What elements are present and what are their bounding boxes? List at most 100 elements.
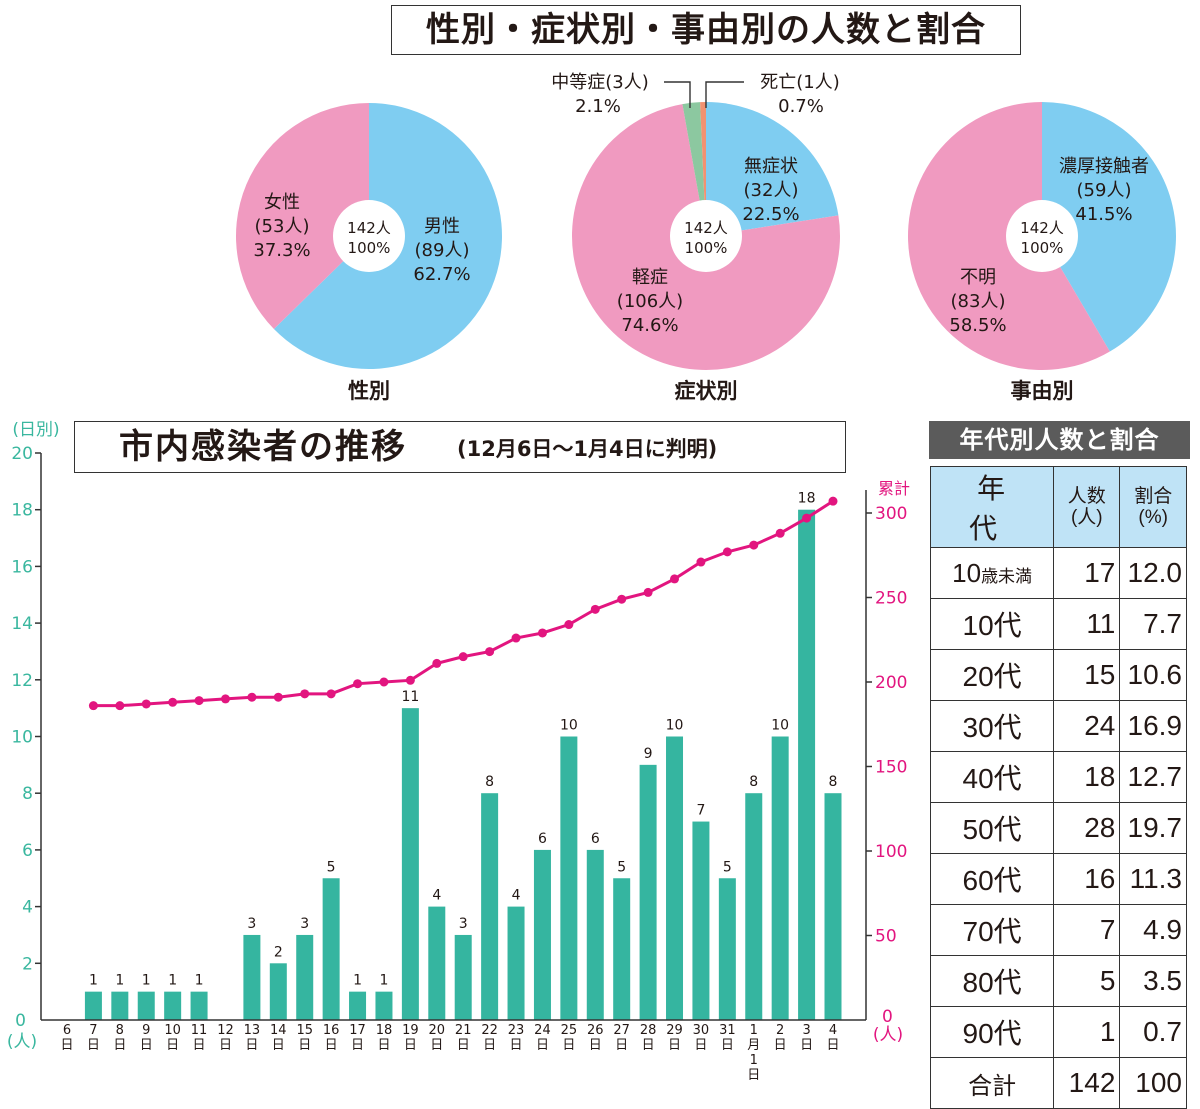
bar-value-label: 4 [432,888,441,904]
count-cell: 15 [1053,649,1121,701]
svg-text:2: 2 [776,1023,784,1038]
cumulative-line [88,496,838,711]
count-cell: 16 [1053,853,1121,905]
x-tick-label: 7日 [87,1023,100,1053]
pie-center-hole [1006,200,1078,272]
age-cell: 30代 [929,700,1055,752]
age-table-row: 60代 16 11.3 [929,853,1187,905]
daily-bar [84,991,102,1020]
svg-text:日: 日 [166,1038,179,1053]
count-cell: 18 [1053,751,1121,803]
pie-center-label: 100% [685,239,728,257]
svg-text:日: 日 [404,1038,417,1053]
x-tick-label: 29日 [666,1023,683,1053]
age-table-row: 30代 24 16.9 [929,700,1187,752]
bar-value-label: 3 [459,916,468,932]
age-table-row: 50代 28 19.7 [929,802,1187,854]
svg-text:日: 日 [60,1038,73,1053]
header-pct-label: 割合 [1134,486,1173,507]
pct-cell: 12.0 [1119,547,1187,599]
svg-text:11: 11 [191,1023,208,1038]
svg-text:18: 18 [376,1023,393,1038]
svg-text:19: 19 [402,1023,419,1038]
pie-slice-label: 74.6% [621,315,678,336]
x-tick-label: 15日 [296,1023,313,1053]
left-tick-label: 4 [22,898,33,918]
pie-slice [706,102,839,236]
x-tick-label: 10日 [164,1023,181,1053]
cumulative-point [511,633,521,643]
age-cell: 70代 [929,904,1055,956]
bar-value-label: 6 [538,831,547,847]
callout-moderate-pct: 2.1% [575,96,621,117]
svg-text:日: 日 [457,1038,470,1053]
age-cell: 40代 [929,751,1055,803]
daily-bar [111,991,129,1020]
x-tick-label: 16日 [323,1023,340,1053]
svg-text:1: 1 [750,1023,758,1038]
age-table: 年 代 人数 (人) 割合 (%) 10歳未満 17 12.0 10代 11 7.7 20代 15… [929,466,1187,1109]
x-tick-label: 12日 [217,1023,234,1053]
age-cell: 合計 [929,1057,1055,1109]
callout-death-label: 死亡(1人) [760,72,840,93]
bar-value-label: 1 [380,973,389,989]
daily-bar [613,878,631,1020]
pct-cell: 12.7 [1119,751,1187,803]
daily-bar [401,708,419,1020]
cumulative-point [696,557,706,567]
pie-center-label: 142人 [347,219,391,237]
x-tick-label: 30日 [693,1023,710,1053]
pie-slice-label: 不明 [960,267,996,288]
svg-text:日: 日 [800,1038,813,1053]
daily-bars [84,509,842,1020]
pct-cell: 10.6 [1119,649,1187,701]
age-table-total-row: 合計 142 100 [929,1057,1187,1109]
bar-value-label: 2 [274,944,283,960]
svg-text:日: 日 [774,1038,787,1053]
daily-bar [349,991,367,1020]
left-axis-unit: (人) [7,1032,37,1052]
daily-bar [533,849,551,1020]
svg-text:13: 13 [244,1023,261,1038]
bar-value-label: 10 [666,718,684,734]
x-tick-label: 2日 [774,1023,787,1053]
right-tick-label: 0 [882,1007,893,1027]
right-tick-label: 200 [875,673,907,693]
pie-slice [1042,102,1177,352]
pie-center-hole [333,200,405,272]
svg-text:10: 10 [164,1023,181,1038]
daily-bar [375,991,393,1020]
svg-text:日: 日 [721,1038,734,1053]
svg-text:日: 日 [219,1038,232,1053]
svg-text:日: 日 [140,1038,153,1053]
pct-cell: 0.7 [1119,1006,1187,1058]
svg-text:6: 6 [63,1023,71,1038]
cumulative-point [273,692,283,702]
left-tick-label: 16 [11,557,33,577]
pie-slice-label: 無症状 [744,156,798,177]
age-table-row: 90代 1 0.7 [929,1006,1187,1058]
svg-text:日: 日 [536,1038,549,1053]
pie-slice-label: (32人) [744,180,799,201]
daily-bar [560,736,578,1020]
header-count-unit: (人) [1070,507,1103,528]
pie-slice-label: 男性 [424,216,460,237]
left-tick-label: 8 [22,784,33,804]
pct-cell: 11.3 [1119,853,1187,905]
header-count: 人数 (人) [1053,466,1121,548]
daily-bar [507,906,525,1020]
age-table-row: 80代 5 3.5 [929,955,1187,1007]
header-pct: 割合 (%) [1119,466,1187,548]
bar-value-label: 1 [353,973,362,989]
cumulative-point [643,587,653,597]
age-cell: 20代 [929,649,1055,701]
age-cell: 80代 [929,955,1055,1007]
svg-text:日: 日 [694,1038,707,1053]
pie-center-hole [670,200,742,272]
svg-text:9: 9 [142,1023,150,1038]
age-cell: 90代 [929,1006,1055,1058]
chart-title-box: 市内感染者の推移 (12月6日～1月4日に判明) [74,421,846,473]
svg-text:日: 日 [298,1038,311,1053]
cumulative-point [537,628,547,638]
